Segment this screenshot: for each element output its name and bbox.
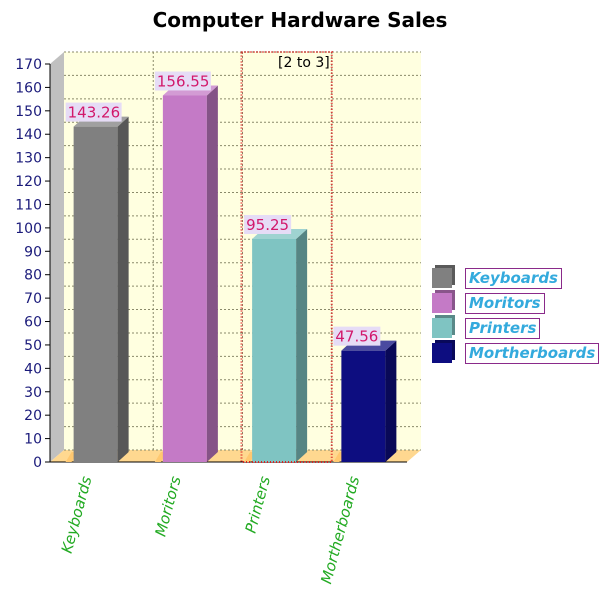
legend-item: Keyboards	[432, 266, 599, 290]
legend-item: Mortherboards	[432, 341, 600, 365]
bar-side	[385, 340, 397, 462]
bar-mortherboards	[341, 350, 386, 462]
y-tick-label: 130	[15, 151, 42, 167]
y-tick-label: 10	[24, 432, 42, 448]
plot-floor	[50, 450, 421, 462]
bar-keyboards	[73, 126, 118, 462]
data-label: 47.56	[335, 328, 378, 346]
chart-title: Computer Hardware Sales	[152, 8, 448, 32]
y-tick-label: 20	[24, 408, 42, 424]
x-tick-label: Printers	[242, 474, 274, 535]
plot-left-wall	[50, 52, 64, 462]
data-label: 156.55	[157, 72, 210, 90]
data-label: 95.25	[246, 216, 289, 234]
y-tick-label: 140	[15, 127, 42, 143]
data-label-bg	[333, 326, 381, 346]
x-tick-label: Mortherboards	[317, 474, 363, 586]
legend-label: Printers	[465, 317, 541, 339]
range-annotation: [2 to 3]	[278, 55, 330, 71]
y-tick-label: 90	[24, 244, 42, 260]
bar-printers	[252, 239, 297, 462]
legend-item: Moritors	[432, 291, 599, 315]
x-tick-label: Moritors	[151, 474, 184, 538]
y-tick-label: 40	[24, 361, 42, 377]
data-label-bg	[154, 71, 211, 91]
bar-moritors	[162, 95, 207, 462]
y-tick-label: 150	[15, 104, 42, 120]
y-tick-label: 50	[24, 338, 42, 354]
legend-item: Printers	[432, 316, 599, 340]
y-tick-label: 80	[24, 268, 42, 284]
y-tick-label: 0	[33, 455, 42, 471]
y-tick-label: 110	[15, 197, 42, 213]
legend-label: Moritors	[465, 292, 545, 314]
data-label-bg	[65, 102, 122, 122]
legend-swatch	[432, 318, 452, 338]
legend: Keyboards Moritors Printers Mortherboards	[432, 266, 600, 366]
legend-label: Mortherboards	[465, 342, 600, 364]
legend-swatch	[432, 268, 452, 288]
y-tick-label: 30	[24, 385, 42, 401]
legend-swatch	[432, 293, 452, 313]
bar-side	[117, 116, 129, 462]
data-label: 143.26	[68, 104, 121, 122]
x-tick-label: Keyboards	[58, 474, 96, 555]
y-tick-label: 120	[15, 174, 42, 190]
y-tick-label: 160	[15, 80, 42, 96]
range-selection-box	[240, 51, 333, 463]
y-tick-label: 60	[24, 315, 42, 331]
y-tick-label: 170	[15, 57, 42, 73]
bar-side	[296, 229, 308, 462]
legend-label: Keyboards	[465, 267, 562, 289]
y-tick-label: 100	[15, 221, 42, 237]
bar-side	[206, 85, 218, 462]
legend-swatch	[432, 343, 452, 363]
y-tick-label: 70	[24, 291, 42, 307]
data-label-bg	[244, 215, 292, 235]
